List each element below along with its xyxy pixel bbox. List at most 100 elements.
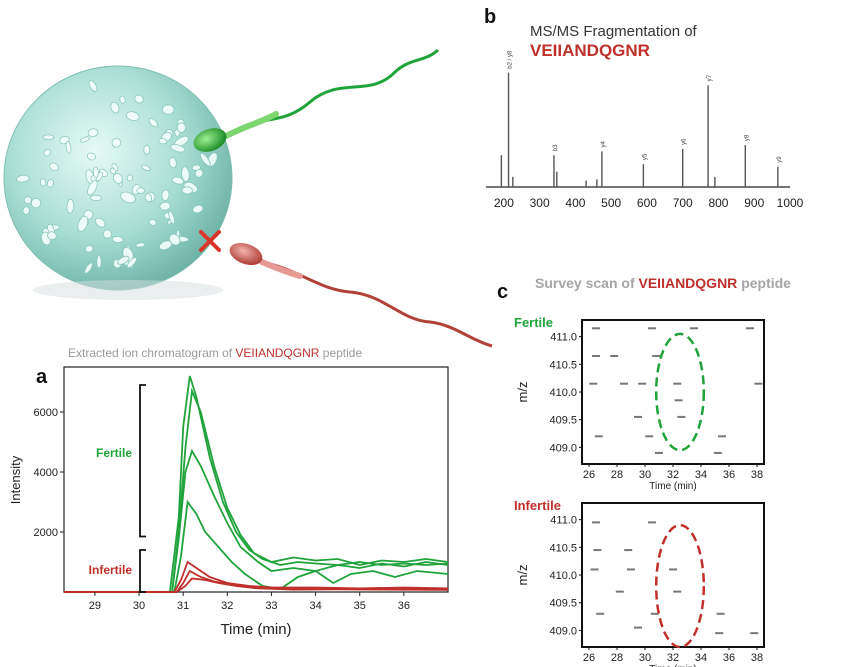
c_infertile-signal [669,568,677,571]
c_infertile-ytick-label: 409.5 [549,598,577,610]
c_infertile-signal [648,521,656,524]
egg-texture-blob [168,157,177,169]
c_infertile-signal [673,590,682,593]
egg-texture-blob [126,257,137,269]
egg-texture-blob [30,197,42,209]
egg-texture-blob [47,179,54,188]
egg-texture-blob [148,118,159,128]
egg-texture-blob [176,122,187,133]
c_infertile-ytick-label: 411.0 [550,515,577,527]
egg-texture-blob [181,186,193,195]
eic-ylabel: Intensity [8,455,23,504]
egg-texture-blob [143,144,151,155]
msms-xtick-label: 600 [637,196,657,210]
egg-texture-blob [94,217,106,228]
egg-texture-blob [22,206,30,215]
c_fertile-frame [581,319,765,465]
egg-texture-blob [141,164,151,172]
c_infertile-signal [627,568,635,571]
egg-texture-blob [170,144,186,153]
c_fertile-signal [589,382,598,385]
egg-texture-blob [87,180,98,196]
egg-texture-blob [148,218,157,226]
msms-xtick-label: 800 [708,196,728,210]
eic-title: Extracted ion chromatogram of VEIIANDQGN… [68,346,362,360]
egg-texture-blob [66,198,75,214]
egg-texture-blob [111,138,122,148]
eic-series-fertile-3 [64,499,449,593]
egg-texture-blob [168,233,181,246]
c_fertile-xtick-label: 30 [639,469,651,481]
c_infertile-signal [715,632,724,635]
c_fertile-signal [713,451,722,454]
c_fertile-signal [645,435,654,438]
c_fertile-signal [673,382,682,385]
eic-series-fertile-1 [64,387,449,593]
egg-texture-blob [161,189,170,202]
egg-texture-blob [120,191,136,204]
c_infertile-signal [750,632,759,635]
c_fertile-signal [677,415,686,418]
c_fertile-ytick-label: 410.5 [549,359,577,371]
msms-peptide: VEIIANDQGNR [530,41,650,60]
egg-texture-blob [136,187,145,194]
egg-texture-blob [16,174,30,183]
egg-texture-blob [158,138,168,145]
egg-shadow [33,280,223,300]
blocked-x-mark [199,230,221,252]
c_infertile-xtick-label: 32 [667,652,679,664]
egg-texture-blob [117,255,130,265]
fertile-sperm-illustration [193,48,440,152]
infertile-bracket [139,549,146,593]
egg-texture-blob [191,164,201,171]
egg-texture-blob [110,101,120,114]
panel-c-letter: c [497,281,508,303]
c_fertile-signal [746,327,754,330]
egg-texture-blob [87,128,99,138]
c_infertile-signal [716,612,725,615]
c_fertile-highlight-ellipse [654,332,706,452]
c_infertile-signal [596,612,605,615]
egg-texture-blob [65,140,72,154]
c_infertile-ytick-label: 410.5 [549,542,577,554]
c_infertile-xtick-label: 26 [583,652,595,664]
egg-texture-blob [171,176,185,185]
eic-ytick-label: 2000 [34,527,58,539]
egg-texture-blob [194,168,204,178]
egg-texture-blob [168,210,176,225]
c_infertile-signal [592,521,600,524]
c_fertile-ytick-label: 409.0 [549,442,577,454]
eic-ytick-label: 6000 [34,407,58,419]
msms-xtick-label: 500 [601,196,621,210]
egg-texture-blob [109,167,117,175]
panel-b-letter: b [484,6,496,28]
c_fertile-ytick-label: 411.0 [550,332,577,344]
egg-texture-blob [23,196,32,205]
egg-texture-blob [144,193,153,203]
msms-title: MS/MS Fragmentation of [530,23,698,40]
egg-texture-blob [134,94,144,104]
egg-texture-blob [84,262,93,274]
survey-title: Survey scan of VEIIANDQGNR peptide [535,275,791,291]
eic-xtick-label: 36 [398,600,410,612]
c_fertile-xlabel: Time (min) [649,481,696,492]
eic-xtick-label: 33 [265,600,277,612]
survey-fertile-chart: 409.0 409.5 410.0 410.5 411.0 26 28 30 32 34 36 38 T… [515,319,765,492]
egg-texture-blob [77,215,89,232]
msms-peak-label: b3 [553,144,559,151]
msms-xtick-label: 900 [744,196,764,210]
infertile-sperm-illustration [229,242,493,348]
msms-peak-label: y9 [777,156,783,163]
c_infertile-ytick-label: 409.0 [549,625,577,637]
c_fertile-signal [655,451,663,454]
eic-ytick-label: 4000 [34,467,58,479]
c_fertile-signal [690,327,698,330]
eic-xtick-label: 32 [221,600,233,612]
egg-texture-blob [90,194,103,202]
c_infertile-frame [581,502,765,648]
egg-texture-blob [102,229,112,239]
eic-xtick-label: 35 [354,600,366,612]
c_infertile-xtick-label: 38 [751,652,763,664]
